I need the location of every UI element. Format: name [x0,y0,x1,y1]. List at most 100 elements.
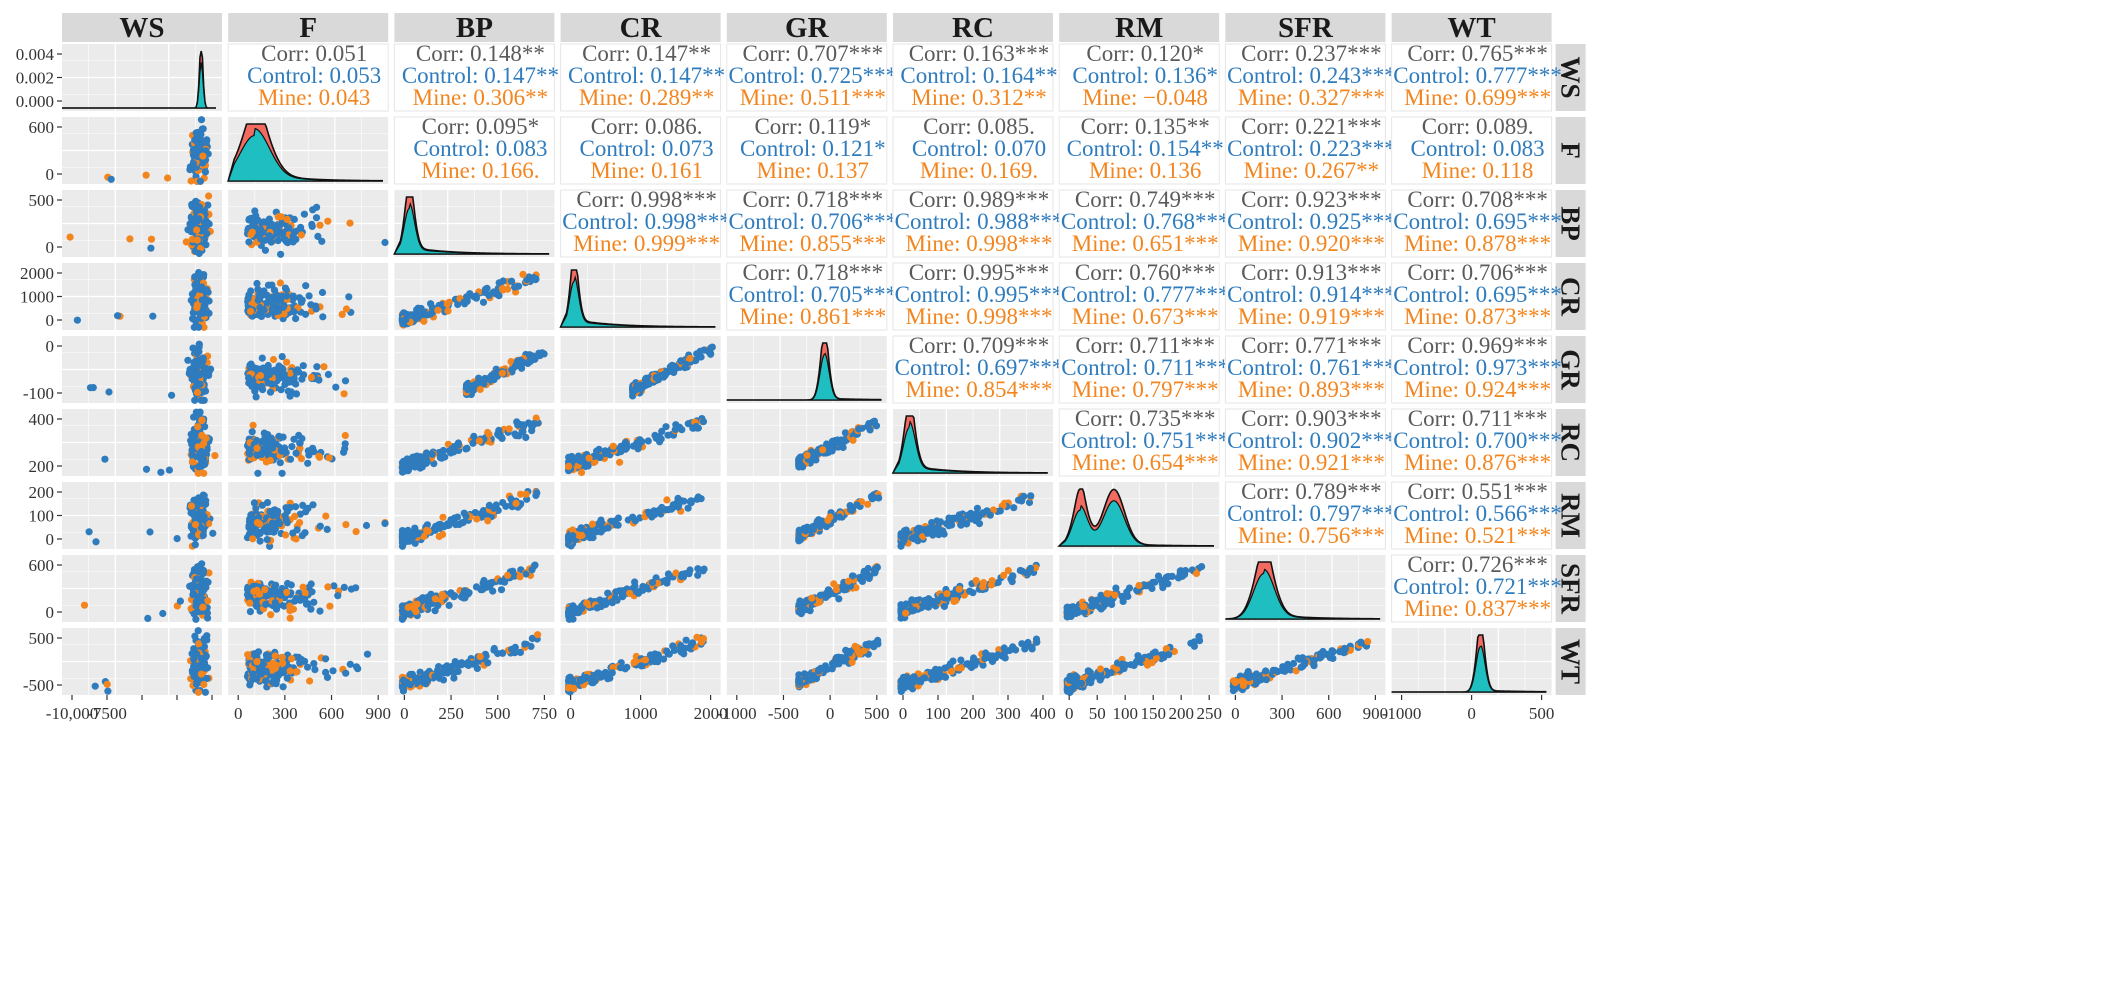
point-mine [289,605,297,613]
point-mine [819,446,827,454]
corr-total: Corr: 0.708*** [1407,187,1548,212]
point-control [362,521,371,530]
point-control [836,513,844,521]
point-control [278,353,286,361]
point-control [857,575,865,583]
point-control [319,313,327,321]
point-control [1009,572,1017,580]
point-control [191,273,199,281]
point-control [277,386,285,394]
point-control [257,225,265,234]
point-mine [577,468,586,477]
point-mine [519,270,527,278]
point-mine [80,601,89,609]
corr-control: Control: 0.988*** [895,209,1064,234]
point-control [447,590,455,598]
panel-gr-bp [394,336,555,403]
point-control [191,198,199,206]
point-control [114,312,122,320]
point-control [275,362,283,370]
corr-total: Corr: 0.119* [754,114,871,139]
corr-control: Control: 0.136* [1072,63,1218,88]
corr-mine: Mine: 0.673*** [1072,304,1219,329]
point-control [538,349,546,357]
point-control [277,591,285,599]
panel-bp-bp [393,190,555,257]
panel-bp-wt: Corr: 0.708***Control: 0.695***Mine: 0.8… [1391,187,1562,258]
panel-rc-f [228,409,389,477]
point-control [266,370,274,379]
point-control [173,535,181,543]
panel-cr-sfr: Corr: 0.913***Control: 0.914***Mine: 0.9… [1224,260,1396,331]
panel-gr-wt: Corr: 0.969***Control: 0.973***Mine: 0.9… [1391,333,1562,404]
corr-control: Control: 0.725*** [728,63,897,88]
row-strip-bp: BP [1555,190,1586,257]
point-control [448,445,456,453]
point-control [195,140,203,148]
point-mine [269,355,278,364]
point-control [1168,572,1176,581]
point-control [445,521,453,529]
point-control [612,521,620,529]
point-control [276,459,284,467]
point-mine [142,171,150,179]
corr-total: Corr: 0.718*** [743,260,884,285]
panel-bp-cr: Corr: 0.998***Control: 0.998***Mine: 0.9… [560,187,731,258]
point-control [839,443,847,452]
point-control [512,432,520,440]
point-control [1161,576,1169,584]
point-mine [955,585,963,593]
point-control [250,364,258,372]
point-control [312,214,321,222]
point-control [631,578,639,586]
row-strip-ws: WS [1555,44,1586,111]
row-strip-gr: GR [1555,336,1586,403]
panel-rm-wt: Corr: 0.551***Control: 0.566***Mine: 0.5… [1391,479,1562,550]
panel-ws-rm: Corr: 0.120*Control: 0.136*Mine: −0.048 [1058,41,1220,112]
point-control [1174,574,1183,582]
column-label: CR [620,12,663,44]
corr-mine: Mine: 0.999*** [573,231,720,256]
point-control [254,648,263,656]
column-label: WT [1447,12,1495,44]
column-label: BP [456,12,493,44]
point-control [309,206,317,214]
point-control [340,583,348,592]
point-control [341,377,350,385]
point-control [289,292,297,300]
point-mine [205,192,213,200]
panel-cr-rm: Corr: 0.760***Control: 0.777***Mine: 0.6… [1058,260,1230,331]
point-control [193,350,201,358]
corr-mine: Mine: 0.921*** [1238,450,1385,475]
point-control [686,498,694,506]
point-control [629,442,638,450]
point-control [201,168,209,176]
point-control [484,659,492,667]
corr-mine: Mine: 0.521*** [1404,523,1551,548]
point-mine [249,421,257,429]
point-control [685,570,693,578]
point-control [458,519,466,527]
point-control [249,670,257,678]
point-control [399,676,408,685]
point-control [643,378,651,386]
panel-rc-wt: Corr: 0.711***Control: 0.700***Mine: 0.8… [1391,406,1562,477]
point-control [454,439,462,447]
point-mine [849,436,857,444]
point-control [316,522,324,530]
corr-total: Corr: 0.148** [416,41,545,66]
point-control [193,680,201,688]
point-control [310,598,318,606]
corr-mine: Mine: 0.924*** [1404,377,1551,402]
corr-mine: Mine: 0.797*** [1072,377,1219,402]
point-control [298,532,306,540]
point-mine [902,609,910,617]
point-control [409,533,417,541]
point-control [419,673,427,681]
point-control [1018,495,1026,503]
point-control [969,589,977,597]
corr-total: Corr: 0.765*** [1407,41,1548,66]
point-mine [279,659,287,667]
